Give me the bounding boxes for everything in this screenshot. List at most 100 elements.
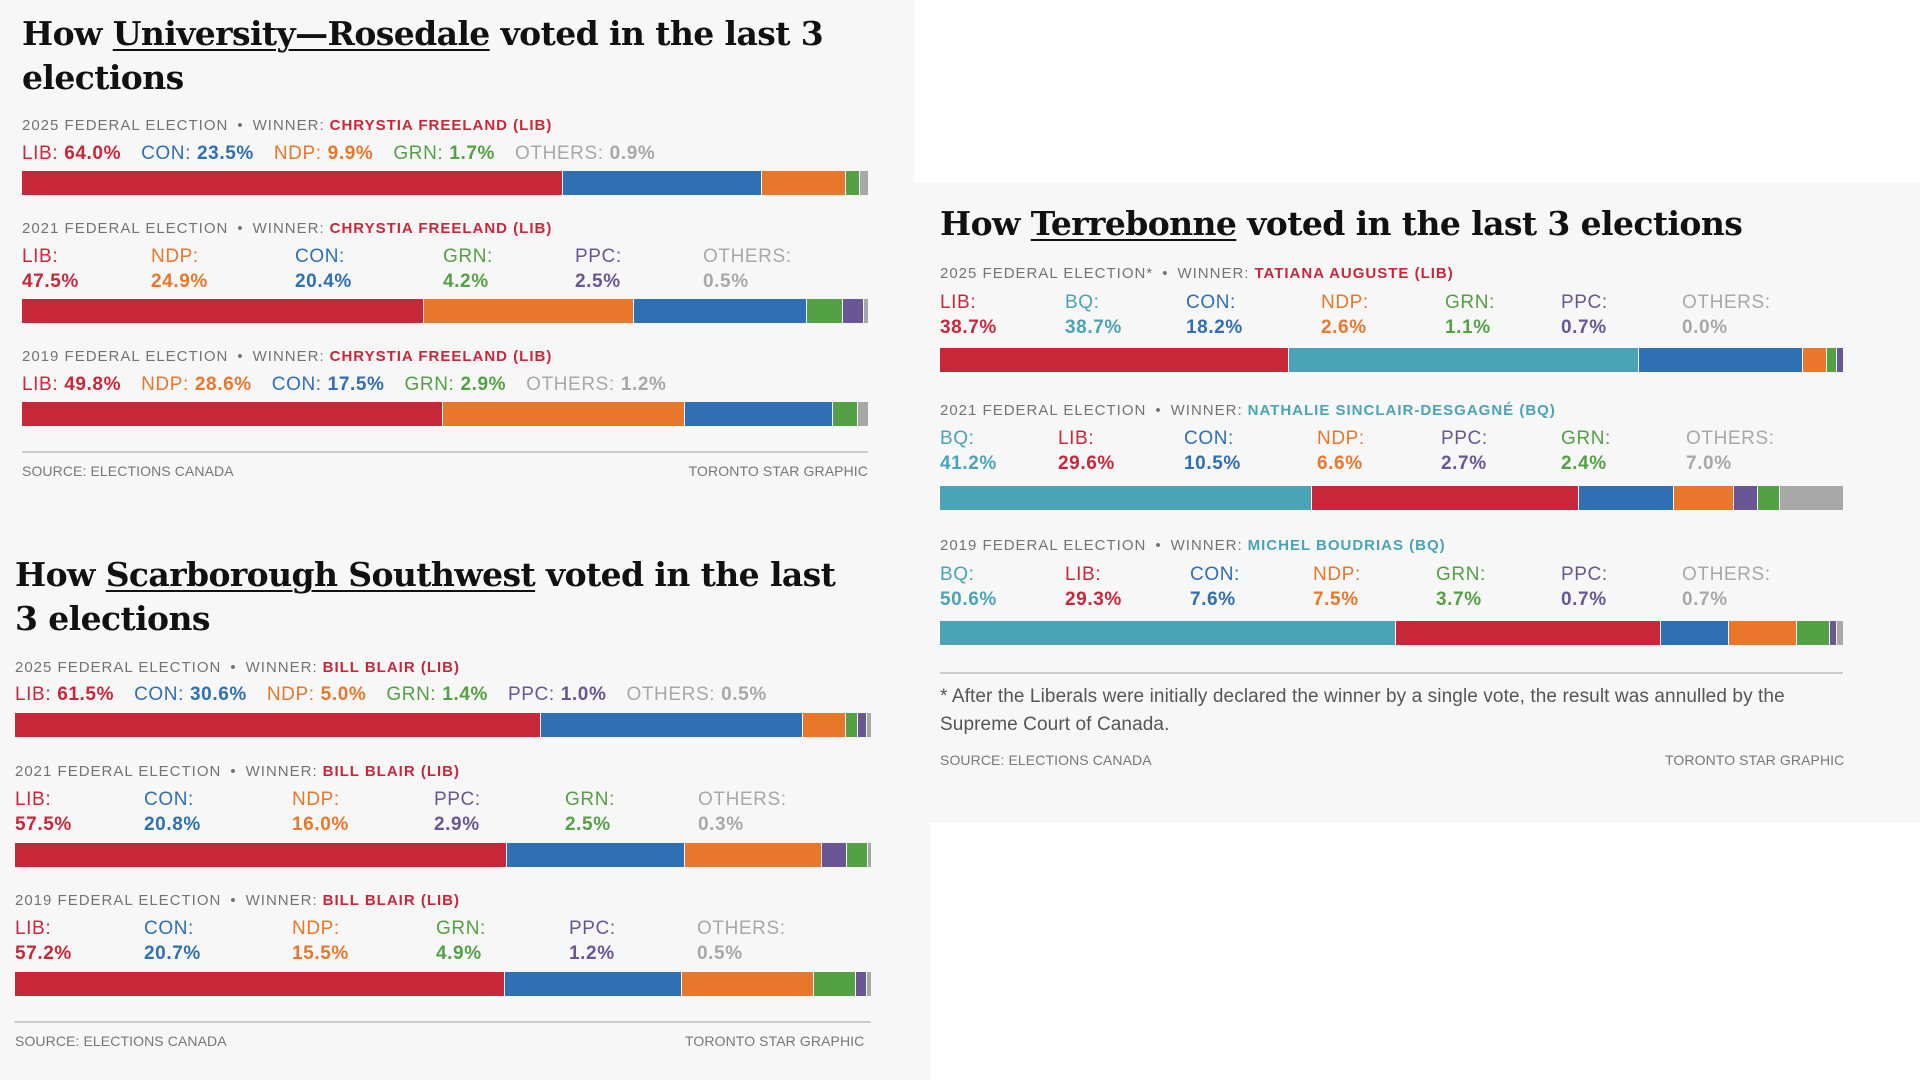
stacked-bar [15, 972, 871, 996]
bullet-separator: • [237, 117, 244, 134]
bar-segment-lib [22, 299, 424, 323]
party-value: 2.9% [460, 374, 507, 395]
title-suffix: voted in the last 3 elections [1247, 204, 1743, 243]
party-label: NDP: [273, 143, 322, 164]
election-header: 2021 FEDERAL ELECTION • WINNER: NATHALIE SI… [940, 402, 1556, 420]
bar-segment-ndp [762, 171, 846, 195]
party-label: GRN: [436, 918, 486, 939]
bullet-separator: • [237, 348, 244, 365]
party-label: LIB: [15, 918, 52, 939]
result-others: OTHERS: 0.9% [515, 143, 655, 164]
result-lib: LIB: 38.7% [940, 290, 997, 340]
winner-prefix: WINNER: [245, 763, 318, 780]
result-others: OTHERS: 7.0% [1686, 426, 1775, 476]
party-value: 5.0% [320, 684, 367, 705]
chart-title: How University—Rosedale voted in the las… [22, 12, 862, 100]
party-label: GRN: [393, 143, 444, 164]
bar-segment-ppc [1830, 621, 1837, 645]
result-ndp: NDP: 16.0% [292, 787, 349, 837]
winner-prefix: WINNER: [1177, 265, 1250, 282]
riding-link[interactable]: University—Rosedale [112, 14, 491, 53]
party-label: GRN: [1436, 564, 1486, 585]
title-prefix: How [15, 555, 95, 594]
party-label: OTHERS: [526, 374, 615, 395]
bar-segment-ppc [858, 713, 867, 737]
bar-segment-lib [940, 348, 1290, 372]
riding-link[interactable]: Scarborough Southwest [105, 555, 536, 594]
result-ppc: PPC: 1.2% [569, 916, 616, 966]
winner-name: BILL BLAIR (LIB) [322, 892, 460, 909]
party-value: 23.5% [196, 143, 254, 164]
party-label: PPC: [575, 246, 622, 267]
party-value: 2.5% [575, 271, 621, 292]
party-value: 20.8% [144, 814, 201, 835]
winner-name: CHRYSTIA FREELAND (LIB) [329, 348, 553, 365]
result-ppc: PPC: 2.5% [575, 244, 622, 294]
party-label: BQ: [940, 564, 975, 585]
result-lib: LIB: 29.3% [1065, 562, 1122, 612]
bullet-separator: • [230, 892, 237, 909]
results-row: LIB: 64.0% CON: 23.5% NDP: 9.9% GRN: 1.7% OTHERS… [22, 143, 675, 165]
bar-segment-lib [15, 972, 505, 996]
riding-link[interactable]: Terrebonne [1030, 204, 1237, 243]
title-suffix: voted in the last 3 elections [15, 555, 836, 638]
party-value: 18.2% [1186, 317, 1243, 338]
party-label: NDP: [292, 918, 340, 939]
result-ppc: PPC: 2.9% [434, 787, 481, 837]
bar-segment-con [504, 972, 682, 996]
party-label: LIB: [22, 374, 59, 395]
party-label: OTHERS: [703, 246, 792, 267]
result-others: OTHERS: 0.5% [703, 244, 792, 294]
result-others: OTHERS: 0.7% [1682, 562, 1771, 612]
party-value: 0.5% [697, 943, 743, 964]
party-value: 30.6% [189, 684, 247, 705]
party-label: PPC: [1561, 292, 1608, 313]
winner-name: CHRYSTIA FREELAND (LIB) [329, 117, 553, 134]
election-label: 2025 FEDERAL ELECTION [15, 659, 222, 676]
result-ndp: NDP: 9.9% [274, 143, 374, 164]
party-value: 38.7% [940, 317, 997, 338]
chart-title: How Terrebonne voted in the last 3 elect… [940, 202, 1900, 246]
party-label: NDP: [1321, 292, 1369, 313]
party-value: 9.9% [327, 143, 374, 164]
party-label: GRN: [565, 789, 615, 810]
party-label: GRN: [404, 374, 455, 395]
party-label: CON: [141, 143, 191, 164]
election-label: 2019 FEDERAL ELECTION [940, 537, 1147, 554]
result-others: OTHERS: 1.2% [526, 374, 666, 395]
party-label: OTHERS: [1686, 428, 1775, 449]
result-others: OTHERS: 0.3% [698, 787, 787, 837]
source-text: SOURCE: ELECTIONS CANADA [940, 752, 1152, 768]
party-value: 7.6% [1190, 589, 1236, 610]
party-value: 2.4% [1561, 453, 1607, 474]
winner-prefix: WINNER: [252, 220, 325, 237]
party-value: 0.7% [1682, 589, 1728, 610]
bar-segment-others [860, 171, 868, 195]
chart-title: How Scarborough Southwest voted in the l… [15, 553, 865, 641]
bar-segment-lib [22, 171, 564, 195]
stacked-bar [940, 348, 1843, 372]
results-row: LIB: 49.8% NDP: 28.6% CON: 17.5% GRN: 2.9% OTHER… [22, 374, 687, 396]
bullet-separator: • [1162, 265, 1169, 282]
bar-segment-bq [940, 621, 1397, 645]
bar-segment-grn [1758, 486, 1780, 510]
result-ppc: PPC: 0.7% [1561, 562, 1608, 612]
result-ndp: NDP: 2.6% [1321, 290, 1369, 340]
stacked-bar [15, 843, 871, 867]
election-header: 2019 FEDERAL ELECTION • WINNER: MICHEL BOUD… [940, 537, 1446, 555]
party-label: OTHERS: [698, 789, 787, 810]
party-label: CON: [144, 918, 194, 939]
party-value: 50.6% [940, 589, 997, 610]
bar-segment-others [866, 972, 871, 996]
bar-segment-others [863, 299, 868, 323]
bar-segment-ndp [681, 972, 815, 996]
riding-panel-scarborough-southwest: How Scarborough Southwest voted in the l… [0, 548, 930, 1080]
party-label: OTHERS: [1682, 292, 1771, 313]
winner-name: NATHALIE SINCLAIR-DESGAGNÉ (BQ) [1247, 402, 1556, 419]
party-value: 0.9% [609, 143, 656, 164]
election-label: 2021 FEDERAL ELECTION [22, 220, 229, 237]
riding-panel-terrebonne: How Terrebonne voted in the last 3 elect… [913, 183, 1920, 823]
party-label: NDP: [292, 789, 340, 810]
party-value: 6.6% [1317, 453, 1363, 474]
party-value: 49.8% [64, 374, 122, 395]
